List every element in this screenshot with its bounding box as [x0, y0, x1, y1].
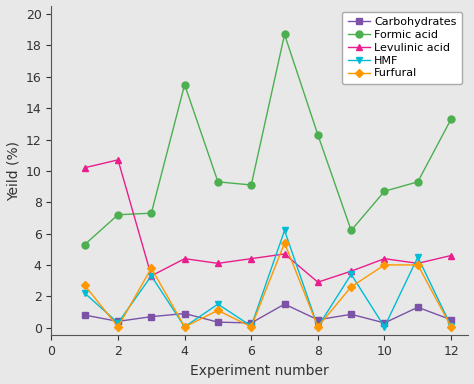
Furfural	[182, 324, 188, 329]
Levulinic acid	[148, 273, 154, 278]
Levulinic acid	[415, 261, 420, 266]
Furfural	[82, 283, 88, 288]
Furfural	[415, 263, 420, 267]
HMF	[82, 291, 88, 295]
Carbohydrates	[282, 302, 287, 306]
Formic acid	[182, 82, 188, 87]
Carbohydrates	[182, 311, 188, 316]
Legend: Carbohydrates, Formic acid, Levulinic acid, HMF, Furfural: Carbohydrates, Formic acid, Levulinic ac…	[342, 12, 462, 84]
HMF	[348, 272, 354, 276]
HMF	[315, 324, 321, 329]
Formic acid	[448, 117, 454, 121]
HMF	[148, 273, 154, 278]
Furfural	[215, 308, 221, 313]
Formic acid	[415, 180, 420, 184]
Carbohydrates	[148, 314, 154, 319]
Formic acid	[115, 212, 121, 217]
Furfural	[448, 324, 454, 329]
Line: Furfural: Furfural	[82, 240, 454, 330]
Levulinic acid	[282, 252, 287, 256]
Furfural	[248, 324, 254, 329]
Furfural	[148, 266, 154, 270]
HMF	[115, 321, 121, 325]
Carbohydrates	[215, 320, 221, 324]
Formic acid	[82, 242, 88, 247]
Furfural	[115, 324, 121, 329]
Furfural	[282, 241, 287, 245]
Furfural	[315, 324, 321, 329]
Levulinic acid	[248, 257, 254, 261]
Line: Levulinic acid: Levulinic acid	[81, 156, 455, 286]
Carbohydrates	[315, 318, 321, 322]
Formic acid	[282, 32, 287, 37]
Carbohydrates	[382, 321, 387, 325]
HMF	[382, 324, 387, 329]
Levulinic acid	[448, 253, 454, 258]
HMF	[182, 324, 188, 329]
Furfural	[348, 285, 354, 289]
Y-axis label: Yeild (%): Yeild (%)	[6, 141, 20, 201]
Formic acid	[215, 180, 221, 184]
Levulinic acid	[182, 257, 188, 261]
HMF	[248, 324, 254, 328]
Line: Formic acid: Formic acid	[81, 31, 455, 248]
Formic acid	[148, 211, 154, 215]
Levulinic acid	[215, 261, 221, 266]
Line: Carbohydrates: Carbohydrates	[81, 301, 455, 326]
Furfural	[382, 263, 387, 267]
Carbohydrates	[248, 321, 254, 325]
Carbohydrates	[348, 312, 354, 317]
Levulinic acid	[348, 269, 354, 273]
HMF	[415, 255, 420, 259]
HMF	[448, 324, 454, 328]
Line: HMF: HMF	[81, 227, 455, 330]
Carbohydrates	[415, 305, 420, 310]
HMF	[282, 228, 287, 233]
Carbohydrates	[82, 313, 88, 318]
Carbohydrates	[448, 318, 454, 322]
Carbohydrates	[115, 319, 121, 324]
Formic acid	[348, 228, 354, 233]
Levulinic acid	[382, 257, 387, 261]
Formic acid	[315, 132, 321, 137]
Levulinic acid	[315, 280, 321, 285]
Levulinic acid	[115, 157, 121, 162]
X-axis label: Experiment number: Experiment number	[190, 364, 329, 378]
HMF	[215, 302, 221, 306]
Formic acid	[248, 183, 254, 187]
Formic acid	[382, 189, 387, 194]
Levulinic acid	[82, 166, 88, 170]
